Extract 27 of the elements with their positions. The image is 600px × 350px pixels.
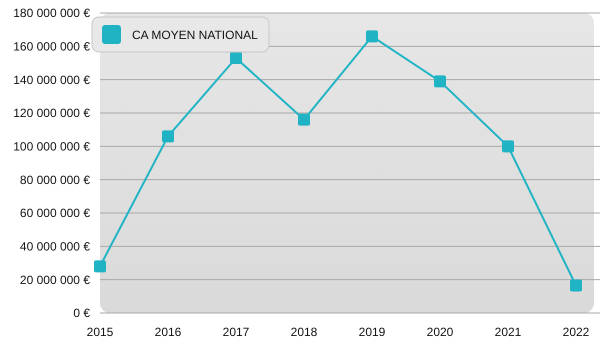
point [162, 130, 174, 142]
point [298, 114, 310, 126]
y-tick-label: 0 € [73, 306, 90, 320]
x-tick-label: 2015 [86, 325, 114, 339]
point [94, 260, 106, 272]
x-tick-label: 2016 [154, 325, 182, 339]
legend-label: CA MOYEN NATIONAL [132, 28, 258, 42]
point [366, 30, 378, 42]
y-tick-label: 80 000 000 € [20, 172, 90, 187]
x-tick-label: 2017 [222, 325, 250, 339]
point [502, 140, 514, 152]
y-tick-label: 120 000 000 € [13, 106, 90, 120]
x-tick-label: 2020 [426, 325, 454, 339]
y-tick-label: 20 000 000 € [20, 272, 90, 287]
point [570, 280, 582, 292]
x-tick-label: 2021 [494, 325, 522, 339]
y-tick-label: 180 000 000 € [13, 6, 90, 20]
y-tick-label: 40 000 000 € [20, 240, 90, 254]
y-tick-label: 100 000 000 € [13, 140, 90, 154]
x-tick-label: 2018 [290, 325, 318, 339]
y-tick-label: 160 000 000 € [13, 40, 90, 54]
x-tick-label: 2022 [562, 325, 590, 339]
y-tick-label: 140 000 000 € [13, 72, 90, 87]
point [434, 75, 446, 88]
y-tick-label: 60 000 000 € [20, 206, 90, 220]
x-tick-label: 2019 [358, 325, 386, 339]
point [230, 52, 242, 64]
